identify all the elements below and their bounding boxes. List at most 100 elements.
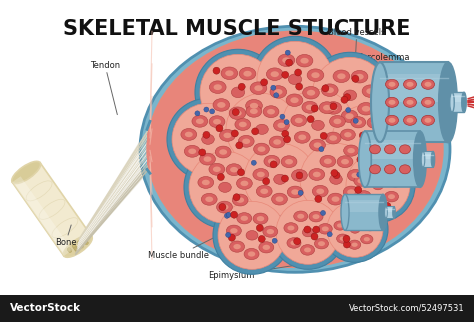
Ellipse shape bbox=[379, 194, 387, 230]
Circle shape bbox=[304, 226, 311, 233]
Circle shape bbox=[224, 213, 229, 218]
Circle shape bbox=[343, 241, 350, 248]
Ellipse shape bbox=[287, 238, 301, 248]
Ellipse shape bbox=[329, 116, 346, 127]
Circle shape bbox=[307, 116, 314, 123]
Ellipse shape bbox=[344, 132, 352, 137]
Text: Muscle bundle: Muscle bundle bbox=[148, 219, 253, 260]
Ellipse shape bbox=[246, 231, 258, 240]
Ellipse shape bbox=[414, 131, 426, 187]
Ellipse shape bbox=[334, 221, 346, 230]
Ellipse shape bbox=[64, 235, 92, 257]
Circle shape bbox=[380, 79, 385, 84]
Ellipse shape bbox=[403, 79, 417, 89]
Ellipse shape bbox=[291, 189, 299, 195]
Circle shape bbox=[342, 215, 348, 222]
Ellipse shape bbox=[225, 70, 234, 76]
Circle shape bbox=[244, 143, 316, 215]
Circle shape bbox=[322, 85, 329, 92]
Ellipse shape bbox=[364, 164, 378, 175]
Circle shape bbox=[282, 175, 289, 182]
Ellipse shape bbox=[360, 194, 367, 198]
Ellipse shape bbox=[357, 178, 365, 184]
Ellipse shape bbox=[286, 94, 303, 107]
Ellipse shape bbox=[366, 88, 374, 94]
Ellipse shape bbox=[202, 134, 214, 144]
Ellipse shape bbox=[296, 54, 313, 67]
Ellipse shape bbox=[306, 105, 314, 110]
Circle shape bbox=[322, 196, 388, 262]
Ellipse shape bbox=[421, 151, 425, 167]
Ellipse shape bbox=[371, 198, 384, 208]
Ellipse shape bbox=[462, 92, 466, 112]
Ellipse shape bbox=[384, 165, 395, 174]
Ellipse shape bbox=[425, 118, 431, 123]
Ellipse shape bbox=[316, 188, 324, 194]
Circle shape bbox=[226, 212, 231, 217]
Circle shape bbox=[343, 235, 350, 242]
Ellipse shape bbox=[352, 242, 358, 247]
Ellipse shape bbox=[344, 145, 358, 156]
Ellipse shape bbox=[311, 72, 319, 78]
Ellipse shape bbox=[259, 242, 274, 253]
Ellipse shape bbox=[425, 82, 431, 87]
Circle shape bbox=[167, 98, 249, 180]
Ellipse shape bbox=[229, 107, 246, 119]
Circle shape bbox=[270, 161, 277, 168]
Ellipse shape bbox=[235, 118, 251, 130]
Ellipse shape bbox=[377, 130, 392, 141]
Ellipse shape bbox=[362, 106, 370, 112]
Ellipse shape bbox=[312, 185, 328, 197]
Ellipse shape bbox=[209, 116, 225, 128]
Ellipse shape bbox=[381, 133, 388, 138]
Ellipse shape bbox=[272, 193, 287, 205]
Circle shape bbox=[284, 120, 289, 125]
Ellipse shape bbox=[379, 164, 393, 175]
Circle shape bbox=[320, 211, 326, 215]
Ellipse shape bbox=[340, 129, 356, 140]
Ellipse shape bbox=[351, 173, 359, 178]
Ellipse shape bbox=[287, 186, 303, 198]
Ellipse shape bbox=[358, 152, 373, 164]
Ellipse shape bbox=[241, 216, 248, 221]
Ellipse shape bbox=[367, 117, 382, 128]
Ellipse shape bbox=[267, 109, 275, 114]
Circle shape bbox=[271, 85, 276, 90]
Circle shape bbox=[282, 130, 289, 137]
Ellipse shape bbox=[389, 82, 395, 87]
Ellipse shape bbox=[263, 245, 270, 250]
Ellipse shape bbox=[226, 164, 242, 175]
Ellipse shape bbox=[421, 97, 435, 107]
Bar bbox=[386, 208, 394, 212]
Ellipse shape bbox=[314, 142, 321, 148]
Ellipse shape bbox=[350, 225, 360, 233]
Circle shape bbox=[258, 235, 265, 242]
Circle shape bbox=[312, 57, 388, 133]
Ellipse shape bbox=[217, 102, 226, 108]
Circle shape bbox=[282, 71, 289, 78]
Ellipse shape bbox=[201, 193, 217, 205]
Ellipse shape bbox=[346, 213, 352, 217]
Ellipse shape bbox=[318, 241, 325, 246]
Circle shape bbox=[345, 210, 349, 215]
Ellipse shape bbox=[284, 223, 298, 233]
Ellipse shape bbox=[341, 159, 349, 165]
Circle shape bbox=[272, 238, 277, 243]
Circle shape bbox=[216, 125, 223, 132]
Ellipse shape bbox=[294, 131, 310, 143]
Ellipse shape bbox=[356, 211, 368, 220]
Circle shape bbox=[210, 109, 215, 114]
Circle shape bbox=[373, 178, 380, 185]
Ellipse shape bbox=[282, 57, 291, 63]
Circle shape bbox=[231, 130, 238, 137]
Ellipse shape bbox=[239, 122, 247, 127]
Circle shape bbox=[327, 201, 383, 257]
Ellipse shape bbox=[287, 225, 294, 231]
Ellipse shape bbox=[337, 156, 353, 168]
Ellipse shape bbox=[302, 228, 314, 237]
Text: VectorStock: VectorStock bbox=[9, 303, 81, 313]
Circle shape bbox=[68, 249, 72, 252]
Ellipse shape bbox=[337, 73, 346, 79]
Circle shape bbox=[78, 242, 82, 246]
Ellipse shape bbox=[385, 79, 399, 89]
